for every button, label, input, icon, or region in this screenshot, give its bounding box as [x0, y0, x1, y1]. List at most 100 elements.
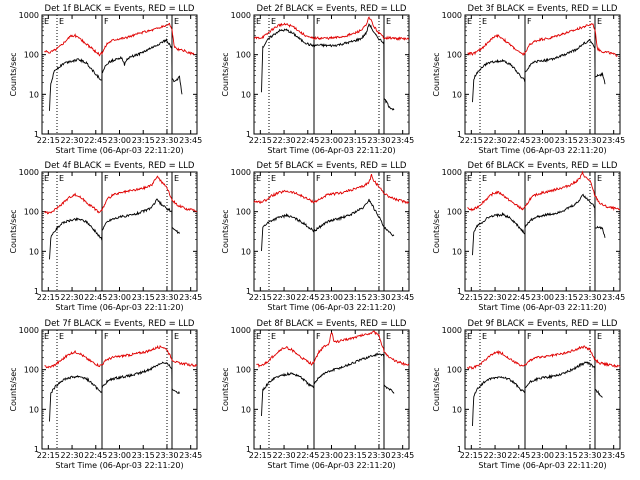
y-tick-label: 1 [34, 130, 39, 139]
plot-frame [41, 14, 198, 135]
event-marker: E [174, 17, 179, 26]
x-tick-label: 23:30 [578, 136, 601, 145]
series-line-lld [467, 23, 618, 57]
series-line-events [472, 38, 606, 103]
y-tick-label: 1 [34, 287, 39, 296]
series-line-lld [44, 175, 198, 215]
y-tick-label: 1000 [442, 11, 462, 20]
y-tick-label: 10 [452, 405, 462, 414]
panel-title: Det 8f BLACK = Events, RED = LLD [257, 319, 407, 329]
y-tick-label: 1 [34, 445, 39, 454]
y-tick-label: 1000 [19, 326, 39, 335]
plot-frame [464, 171, 621, 292]
x-tick-label: 22:15 [249, 451, 272, 460]
panel-7: Det 7f BLACK = Events, RED = LLD 1 10 100 10… [9, 319, 202, 470]
y-tick-label: 10 [241, 247, 251, 256]
event-marker: E [44, 17, 49, 26]
x-tick-label: 23:00 [320, 136, 343, 145]
panel-2: Det 2f BLACK = Events, RED = LLD 1 10 100 10… [221, 4, 414, 155]
x-tick-label: 23:15 [344, 451, 367, 460]
event-marker: E [386, 17, 391, 26]
y-axis-label: Counts/sec [9, 52, 18, 96]
event-marker: F [316, 174, 321, 183]
y-tick-label: 10 [29, 405, 39, 414]
event-marker: E [256, 174, 261, 183]
plot-frame [253, 171, 410, 292]
x-axis-label: Start Time (06-Apr-03 22:11:20) [55, 461, 183, 470]
panel-5: Det 5f BLACK = Events, RED = LLD 1 10 100 10… [221, 161, 414, 312]
y-tick-label: 1 [246, 287, 251, 296]
x-tick-label: 22:15 [460, 293, 483, 302]
x-tick-label: 23:15 [132, 293, 155, 302]
x-axis-label: Start Time (06-Apr-03 22:11:20) [55, 146, 183, 155]
y-tick-label: 100 [447, 51, 462, 60]
series-line-events [49, 198, 180, 260]
x-tick-label: 22:30 [61, 451, 84, 460]
y-tick-label: 100 [236, 51, 251, 60]
panel-3: Det 3f BLACK = Events, RED = LLD 1 10 100 10… [432, 4, 625, 155]
y-tick-label: 10 [29, 247, 39, 256]
series-line-lld [44, 344, 198, 369]
x-tick-label: 23:45 [602, 451, 625, 460]
y-tick-label: 1000 [231, 326, 251, 335]
x-tick-label: 22:45 [507, 451, 530, 460]
y-tick-label: 100 [236, 366, 251, 375]
event-marker: E [597, 17, 602, 26]
y-tick-label: 100 [24, 208, 39, 217]
event-marker: F [527, 174, 532, 183]
y-tick-label: 1000 [442, 326, 462, 335]
x-tick-label: 22:45 [296, 451, 319, 460]
event-marker: F [104, 332, 109, 341]
x-tick-label: 22:15 [460, 451, 483, 460]
x-tick-label: 23:30 [578, 451, 601, 460]
x-tick-label: 22:30 [273, 136, 296, 145]
x-tick-label: 22:45 [84, 136, 107, 145]
x-tick-label: 23:00 [320, 293, 343, 302]
panel-title: Det 3f BLACK = Events, RED = LLD [468, 4, 618, 14]
panel-4: Det 4f BLACK = Events, RED = LLD 1 10 100 10… [9, 161, 202, 312]
x-tick-label: 22:15 [37, 293, 60, 302]
series-line-events [472, 361, 603, 427]
x-tick-label: 23:45 [602, 136, 625, 145]
event-marker: E [44, 174, 49, 183]
y-tick-label: 1 [246, 445, 251, 454]
x-axis-label: Start Time (06-Apr-03 22:11:20) [478, 303, 606, 312]
y-axis-label: Counts/sec [9, 209, 18, 253]
event-marker: E [174, 332, 179, 341]
event-marker: F [104, 174, 109, 183]
event-marker: E [467, 17, 472, 26]
event-marker: E [44, 332, 49, 341]
x-tick-label: 23:30 [367, 136, 390, 145]
x-tick-label: 23:45 [602, 293, 625, 302]
x-tick-label: 23:30 [155, 136, 178, 145]
event-marker: E [59, 17, 64, 26]
x-tick-label: 23:00 [108, 136, 131, 145]
plot-frame [464, 329, 621, 450]
x-tick-label: 23:45 [179, 293, 202, 302]
x-tick-label: 23:30 [367, 293, 390, 302]
x-tick-label: 23:00 [108, 293, 131, 302]
x-tick-label: 23:00 [531, 451, 554, 460]
series-line-events [49, 38, 183, 111]
x-tick-label: 22:30 [61, 293, 84, 302]
y-axis-label: Counts/sec [432, 209, 441, 253]
y-tick-label: 10 [241, 90, 251, 99]
y-tick-label: 1 [457, 287, 462, 296]
event-marker: E [256, 17, 261, 26]
y-axis-label: Counts/sec [432, 52, 441, 96]
y-tick-label: 100 [24, 51, 39, 60]
series-line-events [49, 361, 180, 422]
y-tick-label: 1 [457, 130, 462, 139]
y-tick-label: 10 [452, 247, 462, 256]
x-tick-label: 23:00 [320, 451, 343, 460]
event-marker: F [104, 17, 109, 26]
panel-title: Det 7f BLACK = Events, RED = LLD [45, 319, 195, 329]
y-axis-label: Counts/sec [221, 209, 230, 253]
x-tick-label: 22:45 [507, 136, 530, 145]
y-tick-label: 1000 [19, 11, 39, 20]
y-axis-label: Counts/sec [432, 367, 441, 411]
y-tick-label: 10 [452, 90, 462, 99]
event-marker: E [386, 174, 391, 183]
x-tick-label: 22:15 [37, 451, 60, 460]
